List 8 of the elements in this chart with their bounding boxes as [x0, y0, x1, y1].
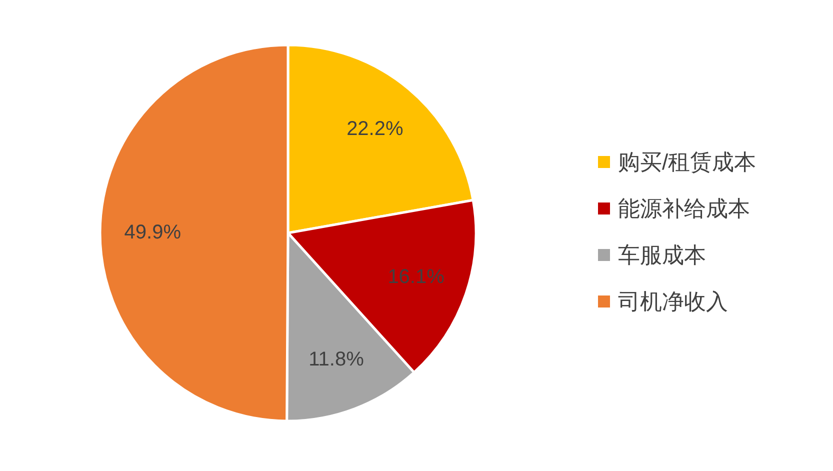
data-label: 49.9% — [124, 222, 182, 244]
data-label: 22.2% — [346, 118, 404, 140]
legend-label: 能源补给成本 — [618, 196, 750, 221]
legend-label: 购买/租赁成本 — [618, 150, 756, 174]
legend-label: 司机净收入 — [618, 289, 728, 314]
legend-label: 车服成本 — [618, 242, 706, 268]
data-label: 16.1% — [388, 266, 445, 288]
data-label: 11.8% — [308, 348, 364, 370]
